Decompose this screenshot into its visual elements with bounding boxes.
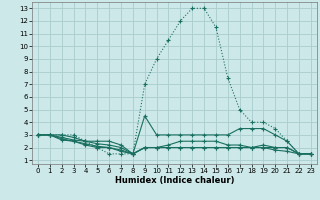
X-axis label: Humidex (Indice chaleur): Humidex (Indice chaleur) <box>115 176 234 185</box>
